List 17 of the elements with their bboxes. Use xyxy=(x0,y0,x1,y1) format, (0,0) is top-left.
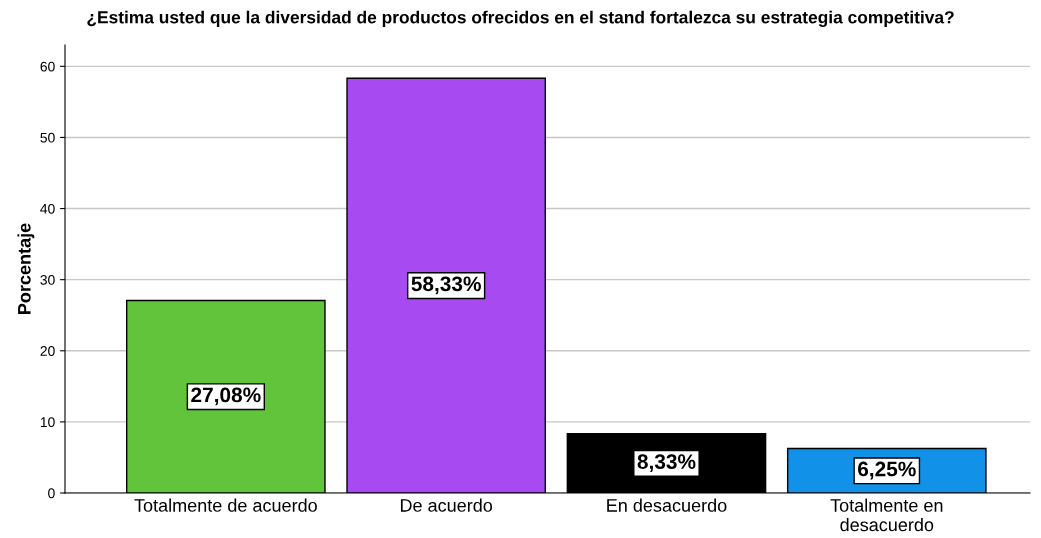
y-tick-label: 60 xyxy=(40,61,55,72)
data-label: 27,08% xyxy=(191,387,261,406)
chart-title: ¿Estima usted que la diversidad de productos ofrecidos en el stand fortalezca su estrategia competitiva? xyxy=(87,10,954,27)
data-label: 6,25% xyxy=(858,461,916,480)
y-tick-label: 30 xyxy=(40,275,55,285)
y-tick-label: 50 xyxy=(40,132,55,143)
x-tick-label: De acuerdo xyxy=(400,498,493,512)
y-tick-label: 40 xyxy=(40,203,55,214)
y-tick-label: 10 xyxy=(40,417,55,428)
y-tick-label: 0 xyxy=(48,488,55,499)
x-tick-label: En desacuerdo xyxy=(607,498,727,512)
x-tick-label: Totalmente en desacuerdo xyxy=(830,498,943,532)
data-label: 58,33% xyxy=(411,276,481,295)
y-axis-title: Porcentaje xyxy=(17,223,35,314)
data-label: 8,33% xyxy=(637,454,696,472)
x-tick-label: Totalmente de acuerdo xyxy=(134,498,317,512)
y-tick-label: 20 xyxy=(40,346,55,356)
